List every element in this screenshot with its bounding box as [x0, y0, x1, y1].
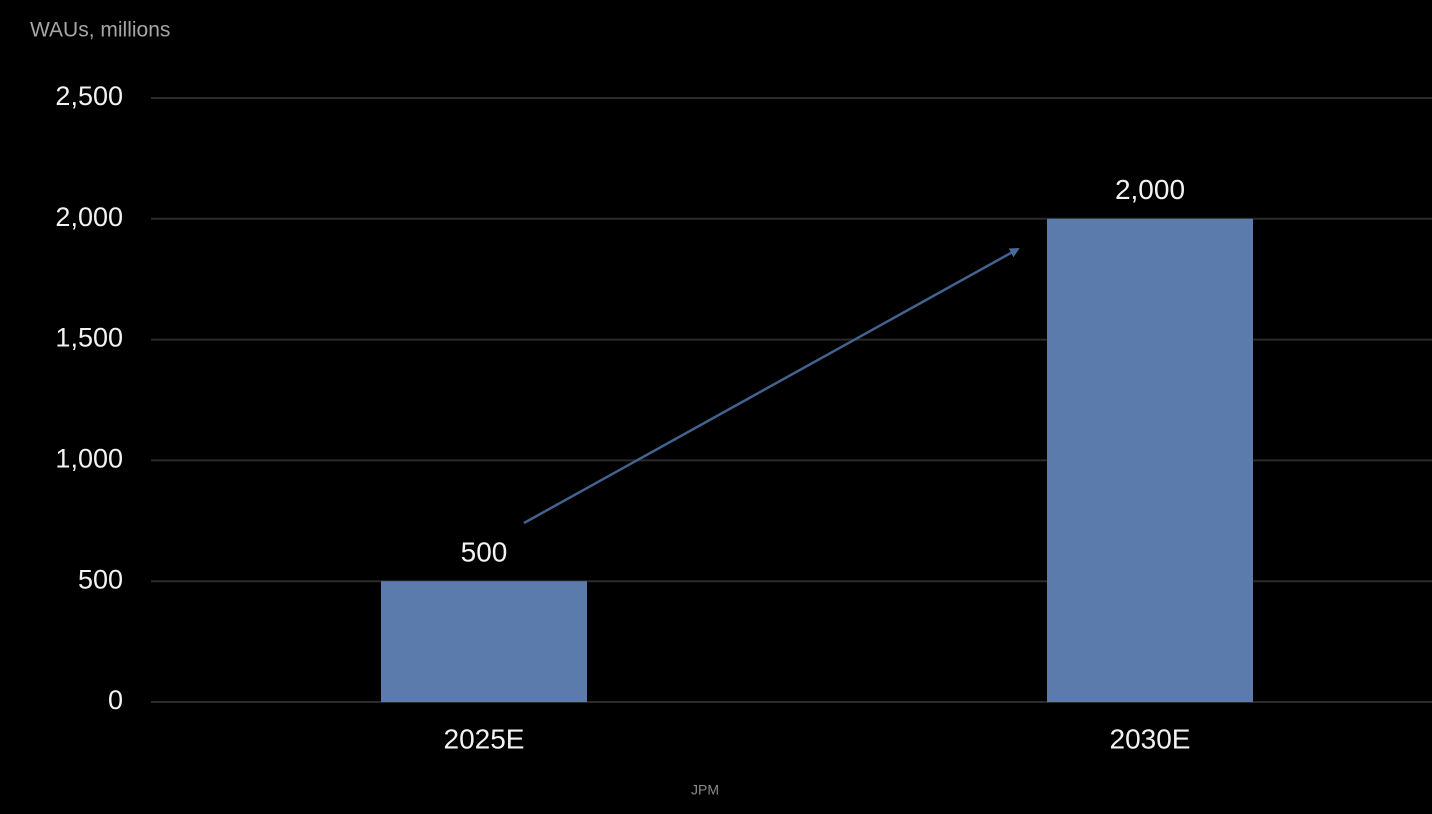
- y-tick-label: 2,000: [55, 202, 123, 232]
- bar: [1047, 218, 1253, 703]
- y-tick-label: 500: [78, 564, 123, 594]
- value-label: 500: [461, 537, 508, 568]
- growth-arrow: [523, 247, 1020, 525]
- y-tick-label: 0: [108, 685, 123, 715]
- source: JPM: [691, 782, 719, 798]
- bar: [381, 581, 587, 702]
- y-tick-label: 2,500: [55, 81, 123, 111]
- x-tick-label: 2025E: [444, 723, 525, 754]
- y-tick-label: 1,500: [55, 323, 123, 353]
- marks: 2025E 500 2030E 2,000: [381, 174, 1253, 754]
- y-axis-label: WAUs, millions: [30, 19, 170, 42]
- grid: 0 500 1,000 1,500 2,000 2,500: [55, 81, 1432, 715]
- x-tick-label: 2030E: [1110, 723, 1191, 754]
- value-label: 2,000: [1115, 174, 1185, 205]
- y-tick-label: 1,000: [55, 444, 123, 474]
